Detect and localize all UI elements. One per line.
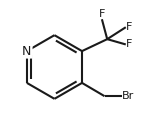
Text: Br: Br: [122, 91, 134, 101]
Text: N: N: [22, 45, 32, 58]
Text: F: F: [126, 39, 132, 49]
Text: F: F: [99, 9, 105, 19]
Text: F: F: [126, 22, 132, 32]
